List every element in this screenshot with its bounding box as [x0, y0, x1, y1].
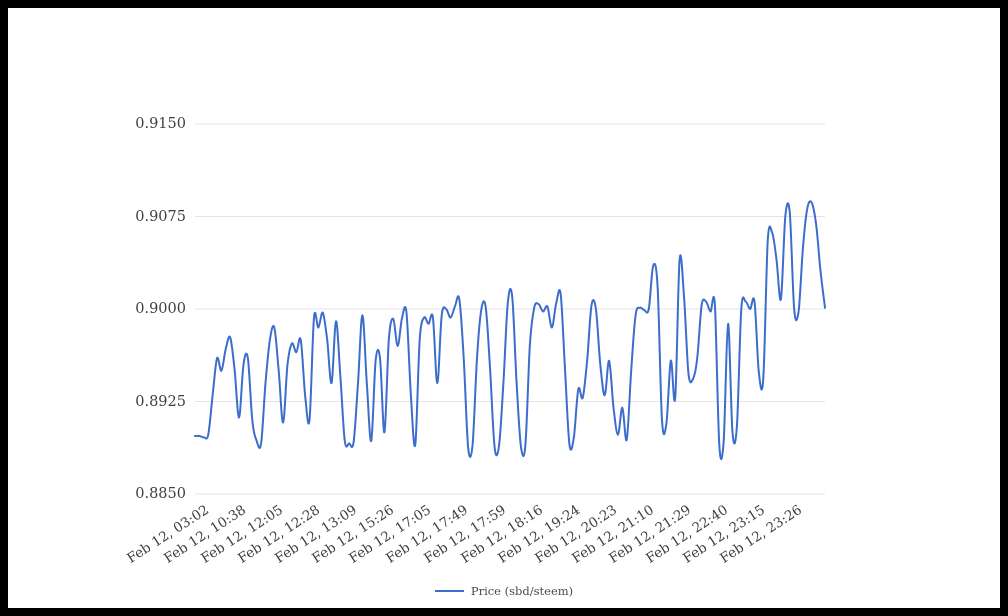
y-tick-label: 0.8850: [135, 486, 186, 502]
y-tick-label: 0.8925: [135, 393, 186, 410]
legend-line-swatch: [434, 590, 464, 592]
price-series-line: [194, 200, 826, 460]
y-tick-label: 0.9150: [135, 116, 186, 132]
y-tick-label: 0.9075: [135, 208, 186, 225]
price-line-chart: [194, 123, 826, 495]
legend: Price (sbd/steem): [8, 584, 1000, 598]
legend-label: Price (sbd/steem): [470, 584, 574, 598]
y-tick-label: 0.9000: [135, 301, 186, 317]
